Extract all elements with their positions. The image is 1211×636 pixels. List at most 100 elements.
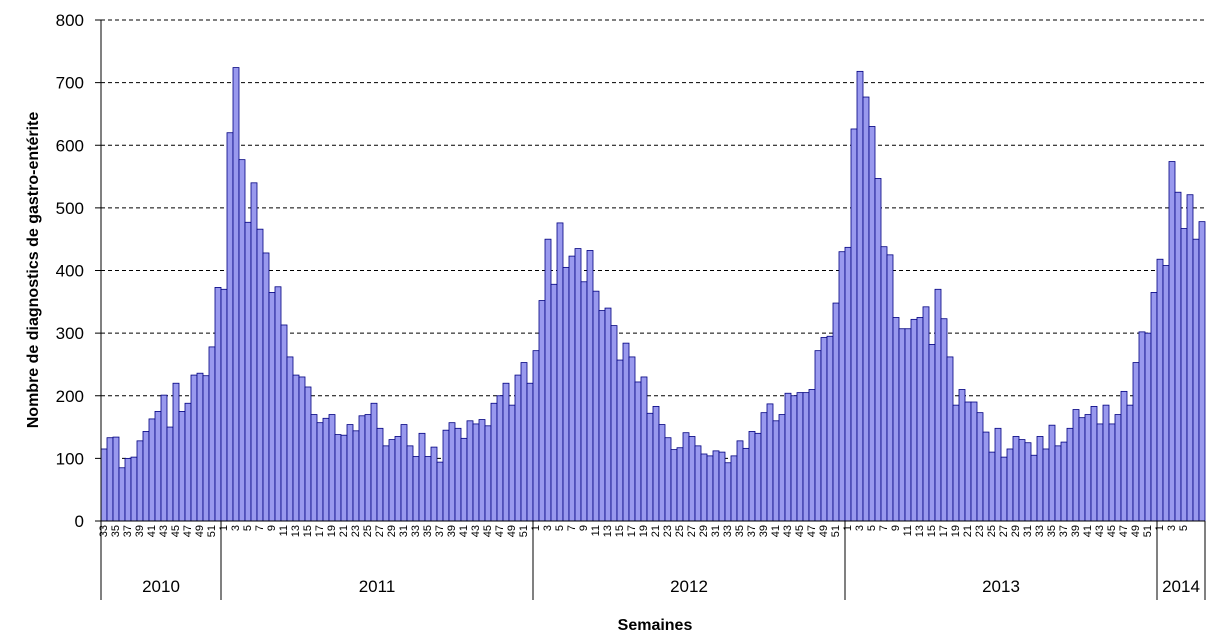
bar (388, 439, 396, 522)
bar (1162, 265, 1170, 522)
x-week-label: 3 (542, 525, 554, 531)
bar (1060, 441, 1068, 522)
bar (454, 427, 462, 522)
bar (1144, 332, 1152, 522)
bar (694, 445, 702, 522)
bar (1084, 414, 1092, 522)
bar (688, 436, 696, 522)
bar (982, 431, 990, 522)
bar (628, 356, 636, 522)
bar (958, 389, 966, 522)
bar (442, 429, 450, 522)
bar (466, 420, 474, 522)
x-week-label: 7 (254, 525, 266, 531)
bar (550, 283, 558, 522)
bar (964, 401, 972, 522)
bar (994, 427, 1002, 522)
bar (604, 307, 612, 522)
x-week-label: 7 (566, 525, 578, 531)
bar (244, 221, 252, 522)
bar (652, 405, 660, 522)
bar (448, 422, 456, 522)
bar (838, 251, 846, 522)
bar (148, 418, 156, 522)
x-week-label: 25 (362, 525, 374, 537)
bar (922, 306, 930, 522)
bar (712, 450, 720, 522)
bar (526, 382, 534, 522)
x-week-label: 15 (926, 525, 938, 537)
x-week-label: 15 (614, 525, 626, 537)
x-week-label: 23 (974, 525, 986, 537)
bar (856, 70, 864, 522)
bar (946, 356, 954, 522)
bar (898, 328, 906, 522)
x-week-label: 3 (1166, 525, 1178, 531)
bar (796, 392, 804, 522)
bar (742, 447, 750, 522)
x-week-label: 19 (326, 525, 338, 537)
bar (394, 436, 402, 522)
bar (556, 222, 564, 522)
x-week-label: 5 (242, 525, 254, 531)
x-week-label: 45 (794, 525, 806, 537)
x-week-label: 9 (578, 525, 590, 531)
x-axis-title: Semaines (618, 617, 693, 634)
x-week-label: 51 (830, 525, 842, 537)
x-week-label: 43 (782, 525, 794, 537)
bar (358, 415, 366, 522)
bar (1198, 221, 1206, 522)
x-week-label: 41 (1082, 525, 1094, 537)
x-week-label: 11 (590, 525, 602, 536)
bar (664, 437, 672, 522)
bar (202, 375, 210, 522)
bar (928, 343, 936, 522)
bar (640, 376, 648, 522)
bar (226, 132, 234, 522)
bar (658, 424, 666, 522)
bar (136, 440, 144, 522)
x-week-label: 47 (806, 525, 818, 537)
x-week-label: 11 (902, 525, 914, 536)
bar (400, 424, 408, 522)
bar (1102, 404, 1110, 522)
bar (1120, 390, 1128, 522)
bar (826, 335, 834, 522)
x-week-label: 45 (1106, 525, 1118, 537)
bar (910, 318, 918, 522)
x-week-label: 33 (722, 525, 734, 537)
bar (1168, 161, 1176, 522)
bar (568, 255, 576, 522)
x-week-label: 19 (638, 525, 650, 537)
x-week-label: 11 (278, 525, 290, 536)
bar (538, 300, 546, 522)
bar (892, 317, 900, 522)
bar (1186, 194, 1194, 522)
bar (220, 288, 228, 522)
bar (250, 182, 258, 522)
bar (832, 302, 840, 522)
bar (1036, 436, 1044, 522)
x-week-label: 39 (134, 525, 146, 537)
x-week-label: 45 (170, 525, 182, 537)
x-week-label: 17 (626, 525, 638, 537)
bar (766, 403, 774, 522)
x-week-label: 1 (842, 525, 854, 531)
x-week-label: 17 (938, 525, 950, 537)
bar (496, 395, 504, 522)
x-week-label: 5 (866, 525, 878, 531)
x-week-label: 7 (878, 525, 890, 531)
bar (886, 254, 894, 522)
bar (370, 402, 378, 522)
x-week-label: 3 (230, 525, 242, 531)
bar (346, 424, 354, 522)
bar (1192, 238, 1200, 522)
bar (502, 382, 510, 522)
bar (160, 394, 168, 522)
bar (124, 457, 132, 522)
bar (1078, 417, 1086, 522)
x-week-label: 31 (398, 525, 410, 537)
bar (850, 128, 858, 522)
axes (95, 19, 1206, 600)
bar (1048, 424, 1056, 522)
